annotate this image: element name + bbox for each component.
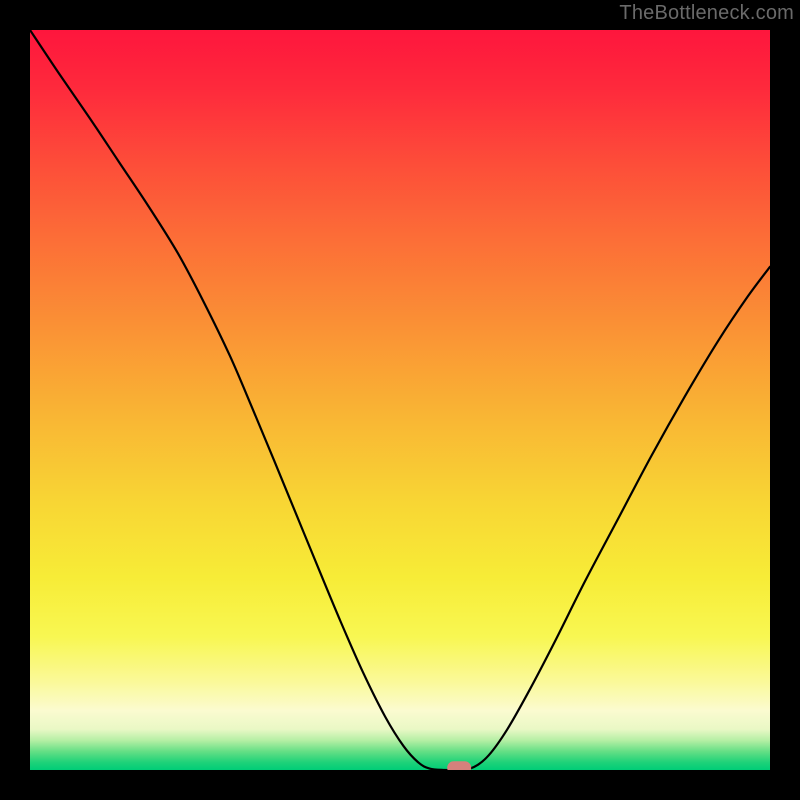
watermark-text: TheBottleneck.com — [619, 2, 794, 25]
gradient-background — [30, 30, 770, 770]
optimum-marker — [447, 761, 471, 770]
bottleneck-chart — [30, 30, 770, 770]
chart-container: TheBottleneck.com — [0, 0, 800, 800]
